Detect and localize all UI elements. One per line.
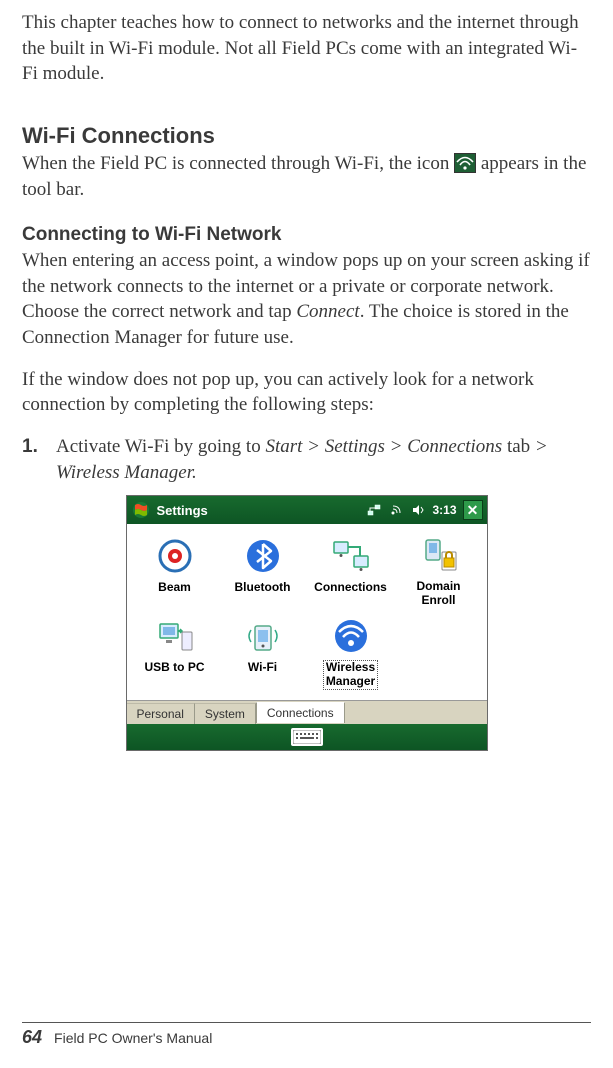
connecting-p2: If the window does not pop up, you can a… [22,367,591,418]
tray-volume-icon[interactable] [410,502,426,518]
app-wireless-manager[interactable]: Wireless Manager [307,614,395,696]
app-domain-label: Domain Enroll [416,580,460,608]
step-1-text: Activate Wi-Fi by going to Start > Setti… [56,434,591,485]
tab-personal[interactable]: Personal [127,703,195,724]
window-titlebar: Settings 3:13 ✕ [127,496,487,524]
beam-icon [155,536,195,576]
close-button[interactable]: ✕ [463,500,483,520]
sip-keyboard-icon[interactable] [291,728,323,746]
connect-keyword: Connect [296,301,359,322]
chapter-intro: This chapter teaches how to connect to n… [22,10,591,87]
app-connections[interactable]: Connections [307,534,395,614]
app-connections-label: Connections [314,581,387,595]
step-marker: 1. [22,434,44,485]
app-usb-to-pc[interactable]: USB to PC [131,614,219,696]
app-wireless-label: Wireless Manager [323,660,378,690]
app-bluetooth-label: Bluetooth [235,581,291,595]
settings-tabbar: Personal System Connections [127,700,487,724]
app-beam-label: Beam [158,581,191,595]
wifi-intro-para: When the Field PC is connected through W… [22,151,591,202]
app-wifi-label: Wi-Fi [248,661,277,675]
bottom-command-bar [127,724,487,750]
app-bluetooth[interactable]: Bluetooth [219,534,307,614]
connecting-p1: When entering an access point, a window … [22,248,591,351]
domain-enroll-icon [419,536,459,576]
bluetooth-icon [243,536,283,576]
start-menu-icon[interactable] [131,500,151,520]
wifi-status-icon [454,153,476,173]
section-heading-wifi-connections: Wi-Fi Connections [22,123,591,149]
page-footer: 64 Field PC Owner's Manual [22,1022,591,1048]
app-usb-label: USB to PC [145,661,205,675]
tray-network-icon[interactable] [366,502,382,518]
section-heading-connecting: Connecting to Wi-Fi Network [22,224,591,246]
connections-icon [331,536,371,576]
app-domain-enroll[interactable]: Domain Enroll [395,534,483,614]
page-number: 64 [22,1027,42,1048]
tab-system[interactable]: System [195,703,256,724]
intro-text: This chapter teaches how to connect to n… [22,12,579,84]
app-wifi[interactable]: Wi-Fi [219,614,307,696]
wifi-text-before: When the Field PC is connected through W… [22,153,454,174]
wireless-manager-icon [331,616,371,656]
step-1: 1. Activate Wi-Fi by going to Start > Se… [22,434,591,485]
clock-time[interactable]: 3:13 [432,503,456,517]
app-beam[interactable]: Beam [131,534,219,614]
footer-title: Field PC Owner's Manual [54,1030,212,1046]
settings-screenshot: Settings 3:13 ✕ Beam Bluetoot [126,495,488,750]
tray-signal-icon[interactable] [388,502,404,518]
steps-list: 1. Activate Wi-Fi by going to Start > Se… [22,434,591,485]
tab-connections[interactable]: Connections [256,702,345,723]
window-title: Settings [157,503,208,518]
settings-icon-grid: Beam Bluetooth Connections Domain Enroll [127,524,487,699]
wifi-settings-icon [243,616,283,656]
usb-to-pc-icon [155,616,195,656]
